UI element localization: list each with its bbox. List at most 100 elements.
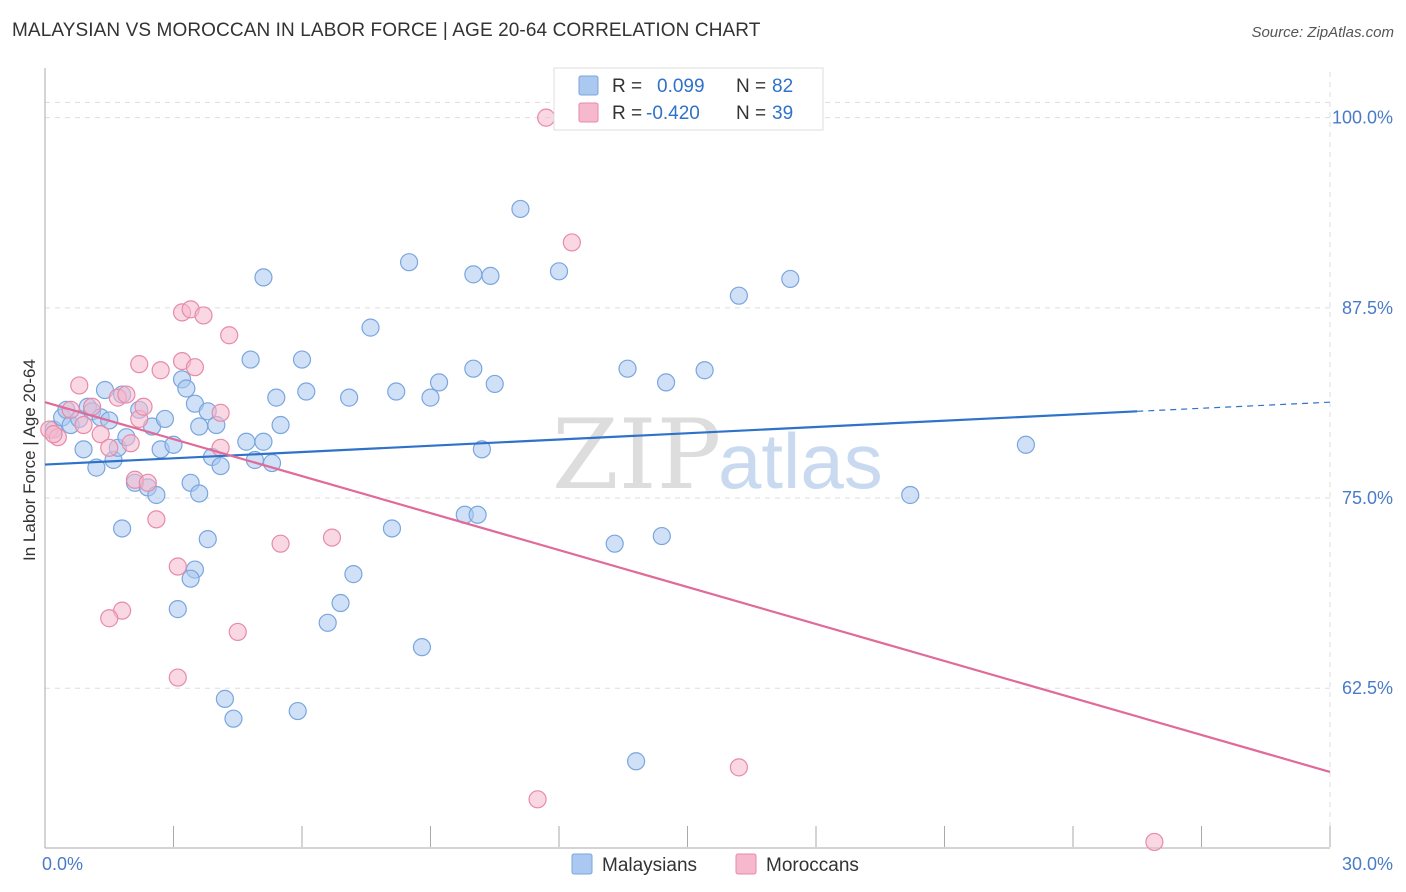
malaysian-point	[695, 361, 714, 380]
moroccan-point	[1145, 832, 1164, 852]
malaysian-point	[237, 432, 256, 451]
moroccan-point	[322, 528, 342, 547]
moroccan-point	[151, 361, 170, 380]
malaysian-point	[292, 350, 312, 369]
moroccan-point	[194, 306, 213, 325]
y-axis-title: In Labor Force | Age 20-64	[20, 359, 39, 561]
y-tick-label: 62.5%	[1342, 678, 1393, 698]
malaysians-swatch	[578, 75, 599, 96]
malaysian-point	[464, 265, 483, 284]
stats-n-value-malaysians: 82	[772, 76, 793, 97]
malaysian-point	[481, 266, 500, 285]
malaysian-point	[224, 709, 243, 728]
watermark-zip: ZIP	[552, 399, 721, 511]
malaysian-point	[215, 689, 234, 708]
x-tick-label: 0.0%	[42, 854, 83, 874]
moroccan-point	[562, 233, 581, 252]
malaysian-point	[605, 534, 624, 553]
malaysian-point	[361, 318, 380, 337]
axes-layer	[44, 68, 1331, 849]
malaysian-point	[254, 432, 273, 451]
malaysian-point	[511, 199, 530, 219]
stats-n-value-moroccans: 39	[772, 103, 793, 124]
malaysian-point	[181, 569, 200, 588]
malaysian-point	[74, 440, 93, 459]
moroccan-point	[100, 438, 119, 457]
malaysian-point	[468, 505, 487, 524]
stats-n-label-malaysians: N =	[736, 76, 766, 97]
malaysian-point	[198, 530, 217, 549]
moroccan-point	[168, 668, 187, 687]
source-label: Source: ZipAtlas.com	[1251, 24, 1394, 41]
malaysian-point	[318, 613, 337, 632]
moroccan-point	[83, 397, 102, 416]
malaysian-point	[464, 359, 483, 378]
moroccans-trend-line	[44, 401, 1331, 773]
moroccan-point	[134, 397, 153, 416]
legend-malaysians-swatch	[571, 853, 593, 875]
moroccan-point	[70, 376, 89, 395]
malaysian-point	[382, 519, 402, 538]
moroccan-point	[228, 622, 247, 642]
stats-r-value-moroccans: -0.420	[646, 103, 700, 124]
moroccan-point	[138, 473, 157, 492]
malaysian-point	[168, 600, 187, 619]
malaysian-point	[618, 359, 637, 378]
moroccan-point	[44, 425, 63, 444]
moroccan-point	[729, 758, 749, 777]
moroccans-swatch	[578, 102, 599, 123]
malaysian-point	[190, 484, 209, 503]
malaysian-point	[155, 409, 175, 429]
malaysian-point	[781, 269, 800, 289]
malaysian-point	[421, 388, 440, 407]
malaysian-point	[190, 417, 209, 436]
malaysian-point	[387, 382, 406, 401]
malaysian-point	[344, 565, 363, 584]
malaysian-point	[652, 526, 671, 546]
moroccan-point	[121, 434, 140, 453]
malaysian-point	[412, 638, 432, 657]
moroccan-point	[74, 415, 93, 435]
malaysian-point	[901, 485, 920, 505]
malaysian-point	[549, 262, 569, 281]
malaysian-point	[254, 268, 273, 287]
moroccan-point	[91, 425, 110, 444]
malaysian-point	[267, 388, 286, 407]
malaysian-point	[429, 373, 449, 392]
malaysian-point	[1016, 435, 1035, 454]
malaysian-point	[271, 415, 290, 435]
legend-moroccans-label: Moroccans	[766, 855, 859, 876]
malaysian-point	[288, 701, 307, 721]
chart-title: MALAYSIAN VS MOROCCAN IN LABOR FORCE | A…	[12, 20, 761, 41]
malaysian-point	[331, 593, 350, 613]
moroccan-point	[147, 510, 166, 529]
moroccan-point	[168, 557, 187, 576]
moroccan-point	[130, 355, 149, 374]
moroccan-point	[185, 358, 205, 377]
malaysian-point	[177, 379, 196, 398]
malaysian-point	[211, 456, 230, 476]
y-tick-label: 100.0%	[1332, 108, 1393, 128]
malaysian-point	[241, 350, 260, 369]
malaysian-point	[656, 373, 676, 392]
series-legend: Malaysians Moroccans	[571, 853, 859, 876]
stats-legend: R = 0.099 N = 82 R = -0.420 N = 39	[553, 67, 824, 131]
malaysian-point	[297, 382, 316, 401]
stats-r-value-malaysians: 0.099	[657, 76, 705, 97]
moroccan-point	[271, 534, 290, 553]
stats-n-label-moroccans: N =	[736, 103, 766, 124]
moroccan-point	[528, 790, 547, 809]
x-tick-label: 30.0%	[1342, 854, 1393, 874]
malaysian-point	[112, 519, 132, 538]
malaysian-point	[485, 374, 504, 394]
malaysian-point	[399, 253, 419, 272]
legend-moroccans-swatch	[735, 853, 757, 875]
moroccan-point	[117, 385, 136, 404]
points-layer	[40, 108, 1164, 852]
y-tick-label: 87.5%	[1342, 298, 1393, 318]
malaysian-point	[626, 752, 646, 771]
watermark-atlas: atlas	[718, 417, 883, 505]
malaysian-point	[472, 440, 491, 459]
malaysian-point	[729, 286, 749, 305]
